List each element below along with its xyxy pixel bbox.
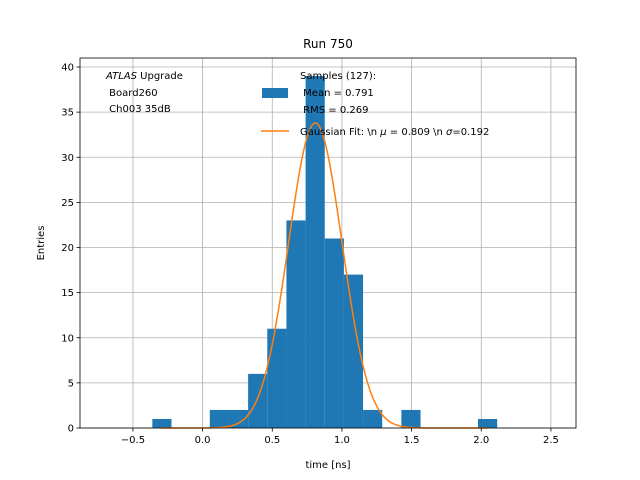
- legend-histogram-line-3: RMS = 0.269: [300, 105, 368, 116]
- annotation-line-1: ATLAS Upgrade: [105, 71, 183, 82]
- y-tick-label: 25: [61, 198, 74, 209]
- legend-histogram-line-1: Samples (127):: [300, 71, 376, 82]
- chart-title: Run 750: [303, 37, 353, 51]
- histogram-bar: [248, 373, 268, 428]
- x-tick-label: 1.5: [404, 435, 420, 446]
- histogram-bar: [343, 274, 364, 428]
- y-tick-label: 35: [61, 108, 74, 119]
- legend-histogram-swatch: [262, 88, 288, 98]
- x-axis-label: time [ns]: [305, 460, 350, 471]
- x-tick-label: 2.0: [473, 435, 489, 446]
- plot-frame: [79, 57, 577, 429]
- x-tick-label: 2.5: [543, 435, 559, 446]
- histogram-bar: [324, 238, 344, 428]
- x-tick-label: 0.5: [264, 435, 280, 446]
- y-axis-ticks: 0 5 10 15 20 25 30 35 40: [61, 63, 80, 435]
- legend-fit-sigma: σ: [446, 127, 453, 138]
- annotation-upgrade: Upgrade: [137, 71, 183, 82]
- annotation-line-3: Ch003 35dB: [106, 104, 171, 115]
- y-tick-label: 30: [61, 153, 74, 164]
- y-axis-label: Entries: [36, 226, 47, 261]
- legend: Samples (127): Mean = 0.791 RMS = 0.269 …: [261, 71, 489, 138]
- y-tick-label: 10: [61, 333, 74, 344]
- legend-fit-text-2: = 0.809 \n: [387, 127, 446, 138]
- histogram-bar: [401, 409, 421, 428]
- y-tick-label: 5: [68, 378, 74, 389]
- annotation-line-2: Board260: [106, 88, 158, 99]
- histogram-bar: [228, 409, 249, 428]
- y-tick-label: 40: [61, 63, 74, 74]
- histogram-bar: [286, 220, 306, 428]
- y-tick-label: 0: [68, 424, 74, 435]
- histogram-bar: [267, 328, 287, 428]
- annotation-atlas: ATLAS: [105, 71, 138, 82]
- atlas-annotation: ATLAS Upgrade Board260 Ch003 35dB: [105, 71, 183, 115]
- histogram-bar: [478, 418, 498, 428]
- y-tick-label: 20: [61, 243, 74, 254]
- legend-fit-text-1: Gaussian Fit: \n: [300, 127, 380, 138]
- y-tick-label: 15: [61, 288, 74, 299]
- x-axis-ticks: −0.5 0.0 0.5 1.0 1.5 2.0 2.5: [121, 428, 559, 446]
- histogram-bar: [363, 409, 383, 428]
- legend-fit-text-3: =0.192: [452, 127, 489, 138]
- histogram-bars: [152, 76, 498, 429]
- histogram-bar: [305, 76, 325, 429]
- legend-fit-label: Gaussian Fit: \n μ = 0.809 \n σ=0.192: [300, 127, 489, 138]
- legend-histogram-line-2: Mean = 0.791: [300, 88, 374, 99]
- x-tick-label: 1.0: [334, 435, 350, 446]
- histogram-bar: [152, 418, 172, 428]
- x-tick-label: 0.0: [195, 435, 211, 446]
- x-tick-label: −0.5: [121, 435, 145, 446]
- histogram-bar: [209, 409, 229, 428]
- legend-fit-mu: μ: [379, 127, 386, 138]
